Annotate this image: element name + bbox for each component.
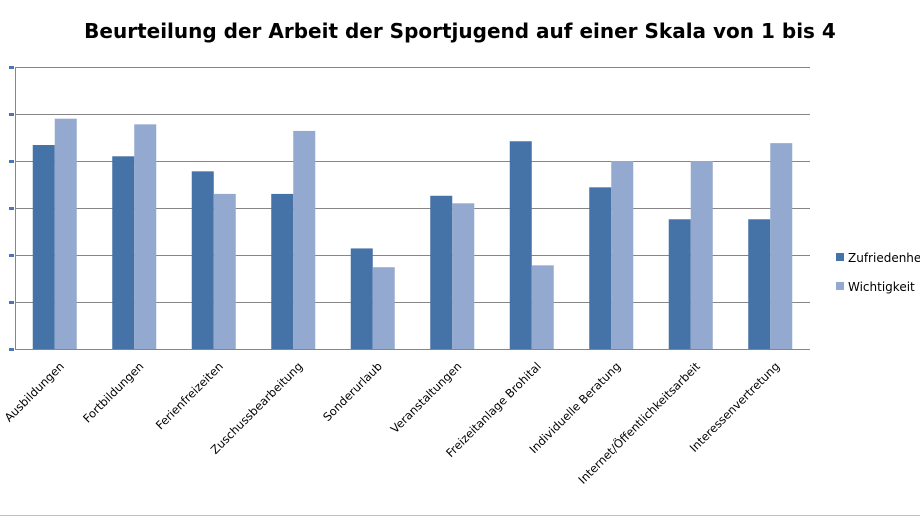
y-tick-mark xyxy=(9,160,14,163)
bar-wichtigkeit-5 xyxy=(452,203,475,349)
bar-zufriedenheit-4 xyxy=(350,248,373,349)
bar-wichtigkeit-6 xyxy=(531,265,554,349)
legend-label-zufriedenheit: Zufriedenheit xyxy=(848,251,920,265)
y-tick-mark xyxy=(9,301,14,304)
bar-wichtigkeit-2 xyxy=(213,193,236,349)
bar-zufriedenheit-8 xyxy=(668,219,691,349)
y-tick-mark xyxy=(9,348,14,351)
legend-swatch xyxy=(836,282,844,290)
bar-wichtigkeit-4 xyxy=(372,267,395,349)
y-tick-mark xyxy=(9,254,14,257)
bar-wichtigkeit-8 xyxy=(690,161,713,349)
bar-wichtigkeit-9 xyxy=(770,143,793,349)
bar-wichtigkeit-7 xyxy=(611,161,634,349)
bar-zufriedenheit-5 xyxy=(430,195,453,349)
bar-zufriedenheit-2 xyxy=(191,171,214,349)
bar-wichtigkeit-3 xyxy=(293,130,316,349)
bar-zufriedenheit-3 xyxy=(271,193,294,349)
bar-zufriedenheit-0 xyxy=(32,145,55,349)
bars xyxy=(32,118,793,349)
bar-wichtigkeit-0 xyxy=(54,118,77,349)
legend-label-wichtigkeit: Wichtigkeit xyxy=(848,280,915,294)
bar-wichtigkeit-1 xyxy=(134,124,157,349)
bar-zufriedenheit-7 xyxy=(589,187,612,349)
y-tick-mark xyxy=(9,66,14,69)
legend: Zufriedenheit Wichtigkeit xyxy=(836,251,920,294)
bar-zufriedenheit-6 xyxy=(509,141,532,349)
bar-zufriedenheit-9 xyxy=(748,219,771,349)
axes xyxy=(9,66,810,351)
chart-title: Beurteilung der Arbeit der Sportjugend a… xyxy=(84,19,836,43)
y-tick-mark xyxy=(9,207,14,210)
legend-swatch xyxy=(836,253,844,261)
bar-zufriedenheit-1 xyxy=(112,156,135,349)
y-tick-mark xyxy=(9,113,14,116)
